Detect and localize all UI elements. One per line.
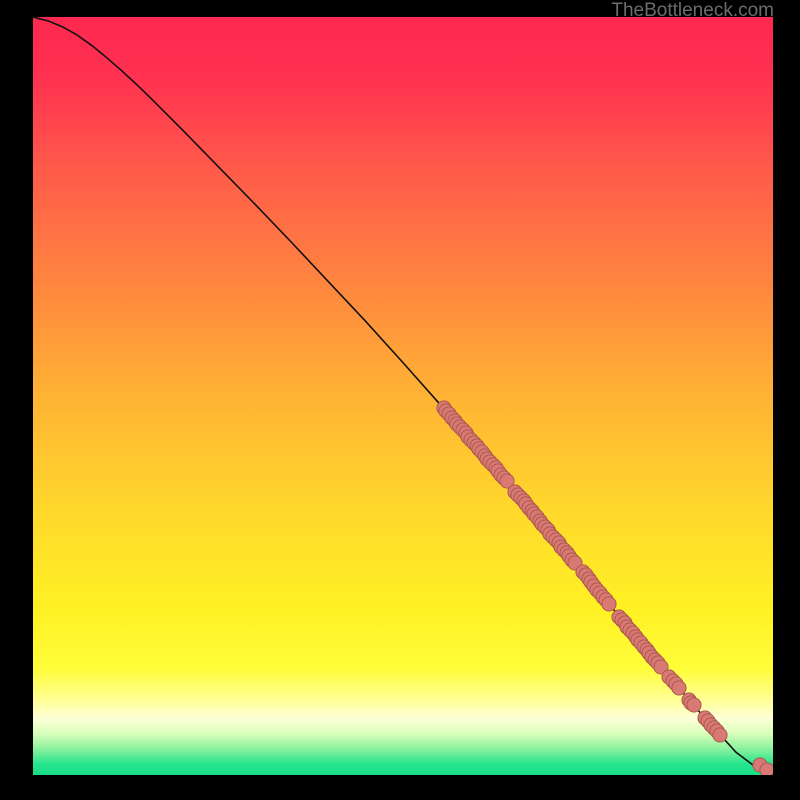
chart-marker	[712, 727, 727, 742]
chart-marker	[686, 698, 701, 713]
chart-marker	[760, 763, 773, 775]
stage: TheBottleneck.com	[0, 0, 800, 800]
chart-marker	[601, 596, 616, 611]
plot-area	[33, 17, 773, 775]
watermark-text: TheBottleneck.com	[611, 0, 774, 22]
